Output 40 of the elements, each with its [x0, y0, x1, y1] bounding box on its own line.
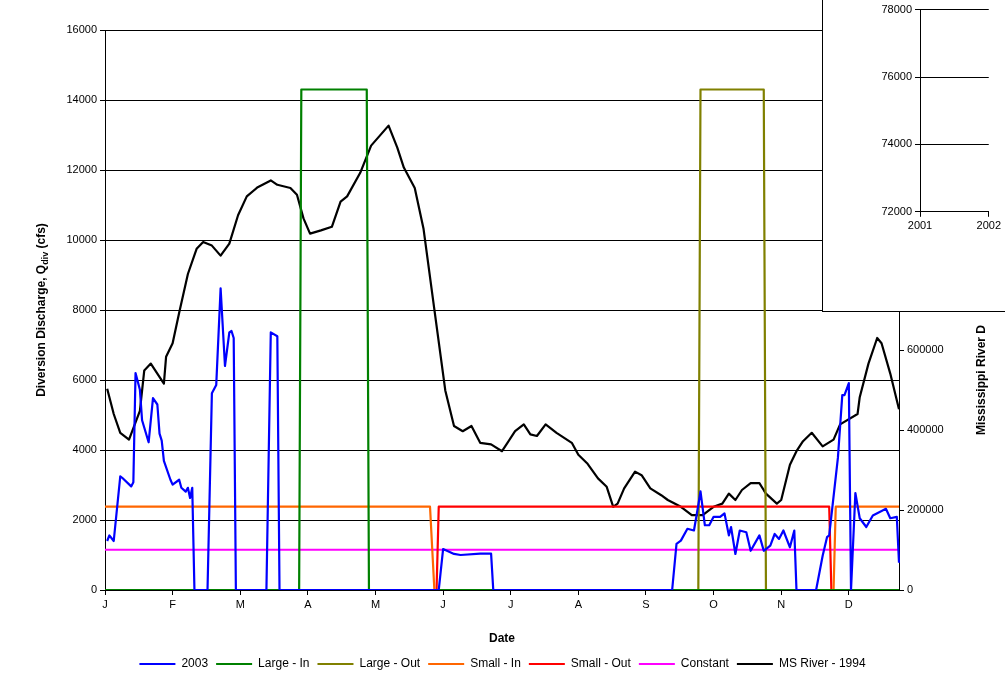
y-tick-label: 10000 — [66, 233, 97, 246]
y-tick-label: 16000 — [66, 23, 97, 36]
y-axis-title: Diversion Discharge, Qdiv (cfs) — [34, 223, 51, 397]
x-tick-label: A — [574, 597, 583, 610]
legend-label: Large - In — [258, 656, 310, 671]
y-tick-label: 8000 — [72, 303, 97, 316]
x-tick-label: M — [370, 597, 381, 610]
y-tick-label: 74000 — [881, 137, 912, 150]
legend-label: Small - In — [470, 656, 521, 671]
y-tick-label: 2000 — [72, 513, 97, 526]
x-tick-label: J — [440, 597, 446, 610]
x-tick-label: A — [304, 597, 313, 610]
x-tick-label: J — [102, 597, 108, 610]
x-tick-label: M — [235, 597, 245, 610]
x-tick-label: D — [844, 597, 853, 610]
x-tick-label: 2002 — [976, 219, 1002, 232]
y2-tick-label: 400000 — [907, 423, 944, 436]
legend-label: 2003 — [181, 656, 209, 671]
y2-axis-title: Mississippi River D — [974, 324, 989, 436]
x-tick-label: 2001 — [907, 219, 933, 232]
y-tick-label: 76000 — [881, 70, 912, 83]
y2-tick-label: 600000 — [907, 343, 944, 356]
y-tick-label: 12000 — [66, 163, 97, 176]
x-tick-label: S — [642, 597, 650, 610]
legend-label: Constant — [680, 656, 730, 671]
x-axis-title: Date — [488, 631, 516, 646]
y-tick-label: 72000 — [881, 204, 912, 217]
y-tick-label: 14000 — [66, 93, 97, 106]
y-tick-label: 78000 — [881, 2, 912, 15]
y-tick-label: 0 — [90, 583, 97, 596]
y-tick-label: 6000 — [72, 373, 97, 386]
x-tick-label: J — [507, 597, 514, 610]
x-tick-label: F — [169, 597, 177, 610]
x-tick-label: N — [777, 597, 786, 610]
legend-label: Large - Out — [359, 656, 421, 671]
legend-label: Small - Out — [570, 656, 632, 671]
y-tick-label: 4000 — [72, 443, 97, 456]
legend-label: MS River - 1994 — [778, 656, 866, 671]
x-tick-label: O — [709, 597, 719, 610]
y2-tick-label: 200000 — [907, 503, 944, 516]
